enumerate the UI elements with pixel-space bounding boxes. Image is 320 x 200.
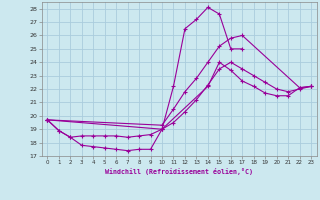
- X-axis label: Windchill (Refroidissement éolien,°C): Windchill (Refroidissement éolien,°C): [105, 168, 253, 175]
